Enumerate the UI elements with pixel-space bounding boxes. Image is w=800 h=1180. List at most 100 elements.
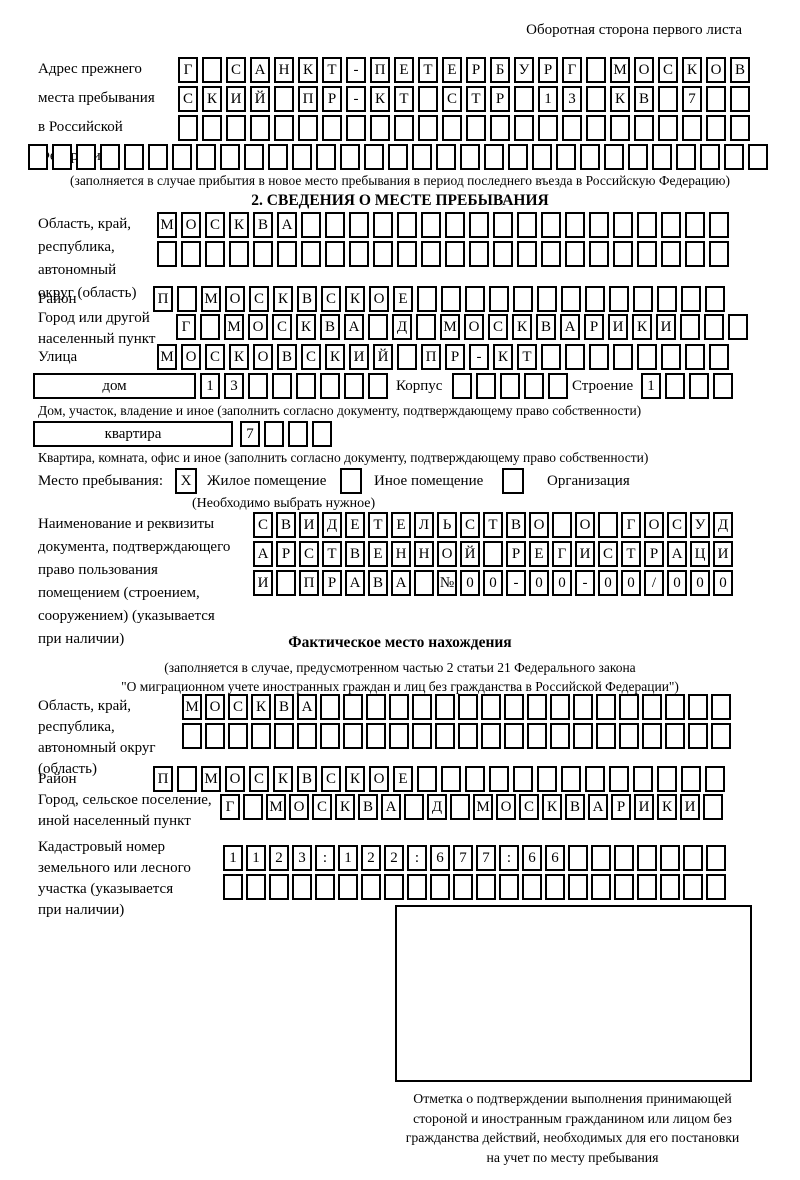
- char-cell[interactable]: [389, 694, 409, 720]
- char-cell[interactable]: Р: [644, 541, 664, 567]
- checkbox-org[interactable]: [502, 468, 524, 494]
- char-cell[interactable]: [633, 286, 653, 312]
- char-cell[interactable]: Р: [322, 570, 342, 596]
- char-cell[interactable]: -: [346, 57, 366, 83]
- char-cell[interactable]: [527, 694, 547, 720]
- checkbox-inoe[interactable]: [340, 468, 362, 494]
- char-cell[interactable]: [658, 115, 678, 141]
- char-cell[interactable]: [388, 144, 408, 170]
- char-cell[interactable]: С: [228, 694, 248, 720]
- char-cell[interactable]: 7: [682, 86, 702, 112]
- char-cell[interactable]: К: [325, 344, 345, 370]
- char-cell[interactable]: [493, 212, 513, 238]
- char-cell[interactable]: [565, 212, 585, 238]
- char-cell[interactable]: Р: [322, 86, 342, 112]
- char-cell[interactable]: 3: [562, 86, 582, 112]
- char-cell[interactable]: [481, 694, 501, 720]
- char-cell[interactable]: [508, 144, 528, 170]
- char-cell[interactable]: [657, 286, 677, 312]
- char-cell[interactable]: К: [298, 57, 318, 83]
- char-cell[interactable]: С: [321, 766, 341, 792]
- char-cell[interactable]: [412, 723, 432, 749]
- char-cell[interactable]: -: [346, 86, 366, 112]
- char-cell[interactable]: [619, 694, 639, 720]
- char-cell[interactable]: [596, 694, 616, 720]
- char-cell[interactable]: [614, 874, 634, 900]
- char-cell[interactable]: [728, 314, 748, 340]
- char-cell[interactable]: [665, 723, 685, 749]
- char-cell[interactable]: [591, 874, 611, 900]
- char-cell[interactable]: Т: [394, 86, 414, 112]
- char-cell[interactable]: Т: [517, 344, 537, 370]
- char-cell[interactable]: Н: [274, 57, 294, 83]
- char-cell[interactable]: :: [315, 845, 335, 871]
- char-cell[interactable]: Р: [584, 314, 604, 340]
- char-cell[interactable]: Е: [394, 57, 414, 83]
- char-cell[interactable]: [445, 241, 465, 267]
- char-cell[interactable]: Е: [345, 512, 365, 538]
- char-cell[interactable]: Т: [483, 512, 503, 538]
- char-cell[interactable]: [465, 766, 485, 792]
- char-cell[interactable]: [320, 694, 340, 720]
- char-cell[interactable]: А: [391, 570, 411, 596]
- char-cell[interactable]: [251, 723, 271, 749]
- char-cell[interactable]: [301, 212, 321, 238]
- char-cell[interactable]: 3: [292, 845, 312, 871]
- char-cell[interactable]: Й: [373, 344, 393, 370]
- char-cell[interactable]: [320, 373, 340, 399]
- char-cell[interactable]: Ц: [690, 541, 710, 567]
- char-cell[interactable]: С: [488, 314, 508, 340]
- char-cell[interactable]: [561, 766, 581, 792]
- char-cell[interactable]: [441, 766, 461, 792]
- char-cell[interactable]: [706, 874, 726, 900]
- char-cell[interactable]: [361, 874, 381, 900]
- char-cell[interactable]: В: [276, 512, 296, 538]
- char-cell[interactable]: С: [519, 794, 539, 820]
- char-cell[interactable]: 0: [460, 570, 480, 596]
- char-cell[interactable]: [680, 314, 700, 340]
- char-cell[interactable]: [484, 144, 504, 170]
- char-cell[interactable]: [264, 421, 284, 447]
- char-cell[interactable]: [661, 212, 681, 238]
- char-cell[interactable]: О: [706, 57, 726, 83]
- char-cell[interactable]: [585, 286, 605, 312]
- char-cell[interactable]: [196, 144, 216, 170]
- char-cell[interactable]: [596, 723, 616, 749]
- char-cell[interactable]: [228, 723, 248, 749]
- char-cell[interactable]: С: [178, 86, 198, 112]
- char-cell[interactable]: [489, 286, 509, 312]
- char-cell[interactable]: №: [437, 570, 457, 596]
- char-cell[interactable]: [268, 144, 288, 170]
- char-cell[interactable]: [704, 314, 724, 340]
- char-cell[interactable]: [340, 144, 360, 170]
- char-cell[interactable]: [276, 570, 296, 596]
- char-cell[interactable]: М: [440, 314, 460, 340]
- char-cell[interactable]: [586, 115, 606, 141]
- char-cell[interactable]: В: [297, 766, 317, 792]
- char-cell[interactable]: С: [598, 541, 618, 567]
- char-cell[interactable]: Р: [445, 344, 465, 370]
- char-cell[interactable]: Д: [322, 512, 342, 538]
- char-cell[interactable]: [373, 241, 393, 267]
- char-cell[interactable]: [243, 794, 263, 820]
- char-cell[interactable]: [613, 212, 633, 238]
- char-cell[interactable]: [157, 241, 177, 267]
- char-cell[interactable]: [465, 286, 485, 312]
- char-cell[interactable]: [397, 212, 417, 238]
- char-cell[interactable]: К: [493, 344, 513, 370]
- char-cell[interactable]: И: [226, 86, 246, 112]
- char-cell[interactable]: А: [277, 212, 297, 238]
- char-cell[interactable]: Г: [621, 512, 641, 538]
- char-cell[interactable]: [366, 723, 386, 749]
- char-cell[interactable]: И: [253, 570, 273, 596]
- char-cell[interactable]: [513, 766, 533, 792]
- char-cell[interactable]: [274, 115, 294, 141]
- char-cell[interactable]: К: [682, 57, 702, 83]
- char-cell[interactable]: С: [226, 57, 246, 83]
- char-cell[interactable]: /: [644, 570, 664, 596]
- char-cell[interactable]: [200, 314, 220, 340]
- char-cell[interactable]: [589, 241, 609, 267]
- char-cell[interactable]: [202, 115, 222, 141]
- char-cell[interactable]: [700, 144, 720, 170]
- char-cell[interactable]: К: [657, 794, 677, 820]
